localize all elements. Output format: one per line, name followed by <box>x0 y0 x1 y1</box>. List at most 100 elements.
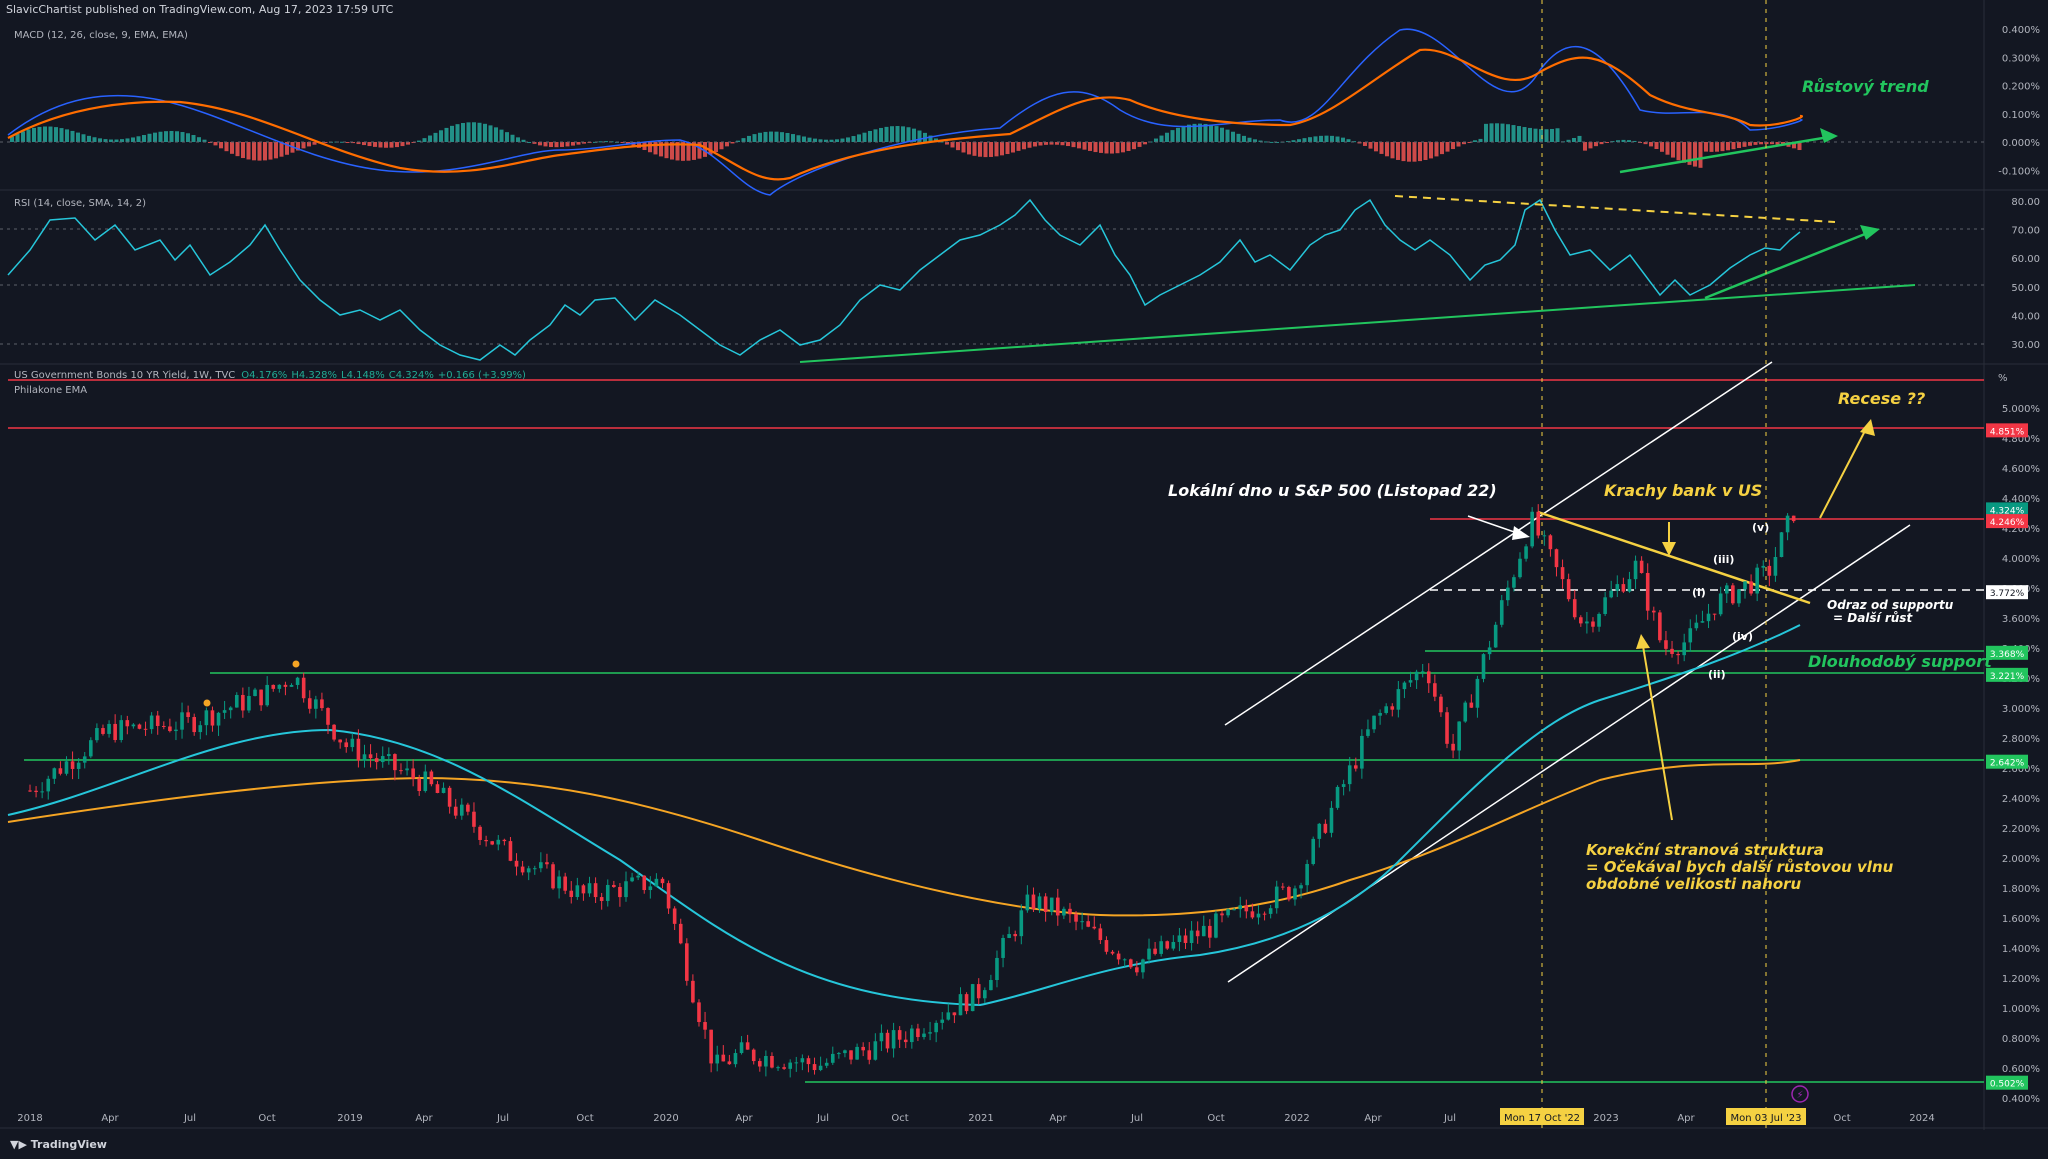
candle-body <box>1700 621 1705 623</box>
candle-body <box>326 708 330 725</box>
candle-body <box>855 1046 859 1060</box>
macd-bar <box>840 138 845 142</box>
macd-bar <box>477 122 482 142</box>
candle-body <box>952 1012 957 1016</box>
candle-body <box>1475 678 1480 708</box>
macd-bar <box>763 131 768 142</box>
macd-bar <box>675 142 680 161</box>
macd-bar <box>912 128 916 142</box>
candle-body <box>58 768 63 774</box>
macd-bar <box>1137 142 1142 147</box>
macd-bar <box>235 142 240 157</box>
candle-body <box>532 868 537 870</box>
recession-arrow <box>1819 424 1869 519</box>
candle-body <box>551 864 555 889</box>
macd-bar <box>758 132 762 142</box>
candle-body <box>514 860 519 867</box>
macd-bar <box>1627 140 1631 142</box>
price-tick: 4.800% <box>2002 434 2040 445</box>
macd-bar <box>890 126 894 142</box>
macd-bar <box>37 126 42 142</box>
macd-bar <box>444 127 449 142</box>
macd-bar <box>565 142 570 147</box>
macd-bar <box>450 125 454 142</box>
macd-bar <box>1099 142 1103 153</box>
macd-bar <box>1341 137 1345 142</box>
macd-bar <box>1566 139 1571 142</box>
macd-bar <box>1005 142 1010 155</box>
macd-bar <box>670 142 674 160</box>
candle-body <box>1724 585 1729 594</box>
correction-annotation-2: = Očekával bych další růstovou vlnu <box>1586 858 1894 876</box>
pivot-dot <box>203 699 211 707</box>
macd-bar <box>824 139 828 142</box>
candle-body <box>1731 585 1735 604</box>
candle-body <box>885 1032 890 1049</box>
candle-body <box>1791 515 1796 522</box>
candle-body <box>660 878 665 884</box>
publish-header: SlavicChartist published on TradingView.… <box>6 3 394 16</box>
time-tick: Apr <box>735 1113 753 1124</box>
candle-body <box>496 839 501 845</box>
macd-bar <box>1500 123 1505 142</box>
candle-body <box>1074 914 1078 922</box>
macd-bar <box>604 141 608 143</box>
macd-bar <box>323 142 328 143</box>
candle-body <box>1712 613 1717 615</box>
candle-body <box>76 762 81 769</box>
macd-bar <box>1209 124 1213 142</box>
candle-body <box>830 1053 835 1063</box>
macd-bar <box>191 135 196 142</box>
macd-bar <box>301 142 306 149</box>
candle-body <box>435 784 440 793</box>
flash-icon[interactable] <box>1791 1085 1809 1103</box>
macd-bar <box>532 142 537 144</box>
candle-body <box>1749 581 1753 594</box>
candle-body <box>259 689 263 706</box>
macd-bar <box>1759 142 1763 145</box>
rsi-tick: 50.00 <box>2011 283 2040 294</box>
macd-bar <box>967 142 971 155</box>
candle-body <box>1110 951 1115 954</box>
candle-body <box>119 720 124 741</box>
time-tick: Jul <box>1130 1113 1143 1124</box>
macd-bar <box>1324 135 1329 142</box>
macd-bar <box>1440 142 1444 155</box>
macd-bar <box>516 137 520 142</box>
macd-bar <box>1060 142 1065 146</box>
candle-body <box>703 1022 707 1030</box>
time-tick: 2024 <box>1909 1113 1934 1124</box>
candle-body <box>1688 628 1693 643</box>
candle-body <box>490 841 495 845</box>
macd-bar <box>296 142 300 151</box>
price-tag-label: 4.324% <box>1990 506 2025 516</box>
candle-body <box>751 1049 756 1062</box>
candle-body <box>1372 715 1376 730</box>
candle-body <box>1755 567 1759 594</box>
candle-body <box>338 739 342 743</box>
candle-body <box>1043 896 1048 912</box>
candle-body <box>1293 888 1297 900</box>
macd-bar <box>879 127 883 142</box>
macd-trend-arrowhead <box>1820 128 1838 143</box>
macd-bar <box>1434 142 1439 157</box>
candle-body <box>879 1032 884 1042</box>
tradingview-logo[interactable]: ▼▶ TradingView <box>10 1138 107 1151</box>
candle-body <box>34 790 38 793</box>
macd-bar <box>554 142 559 148</box>
candle-body <box>241 694 245 711</box>
candle-body <box>861 1046 865 1051</box>
candle-body <box>837 1053 841 1055</box>
ema-short <box>7 624 1801 1007</box>
macd-bar <box>802 136 806 142</box>
macd-bar <box>939 141 944 143</box>
macd-bar <box>1588 142 1593 149</box>
macd-bar <box>620 142 625 143</box>
candle-body <box>89 740 93 757</box>
candle-body <box>1055 897 1060 916</box>
macd-bar <box>1313 136 1318 142</box>
channel-upper-line <box>1224 361 1773 726</box>
candle-body <box>429 771 434 785</box>
candle-body <box>137 724 142 729</box>
